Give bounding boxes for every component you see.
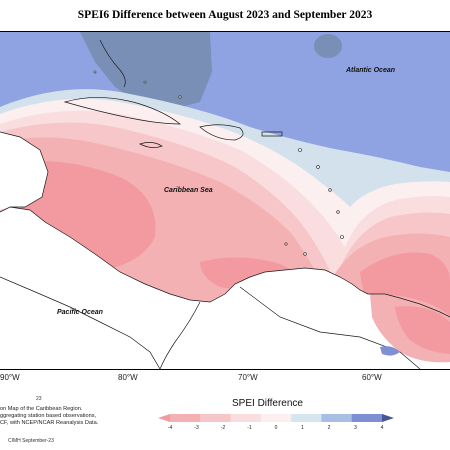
caption-number: 23	[36, 396, 42, 402]
color-bar-tick-label: 4	[380, 425, 384, 431]
coast-central-am-west	[0, 276, 161, 369]
caption-line-2: ggregating station based observations,	[0, 413, 97, 419]
color-bar-tick-label: 3	[354, 425, 357, 431]
color-bar-segment	[291, 414, 322, 422]
atlantic-ocean-label: Atlantic Ocean	[346, 67, 396, 74]
color-bar-segment	[260, 414, 292, 422]
color-bar-extend-high	[382, 414, 394, 422]
color-bar	[158, 414, 394, 422]
dark-blue-zone	[80, 32, 212, 110]
color-bar-labels: -4 -3 -2 -1 0 1 2 3 4	[158, 425, 394, 435]
color-bar-tick-label: -1	[247, 425, 252, 431]
color-bar-tick-label: -2	[220, 425, 226, 431]
blue-coastal-patch	[380, 346, 400, 356]
caption-line-3: CF, with NCEP/NCAR Reanalysis Data.	[0, 420, 99, 426]
land-yucatan	[0, 132, 48, 210]
legend-title: SPEI Difference	[232, 398, 303, 409]
color-bar-extend-low	[158, 414, 170, 422]
color-bar-segment	[321, 414, 353, 422]
color-bar-tick-label: 1	[301, 425, 304, 431]
pacific-ocean-label: Pacific Ocean	[57, 309, 103, 316]
coast-yucatan	[0, 131, 49, 208]
color-bar-segment	[351, 414, 383, 422]
land-tint-east-core	[395, 306, 450, 354]
dark-blue-patch	[314, 34, 342, 58]
color-bar-tick-label: -4	[167, 425, 173, 431]
coast-puerto-rico	[261, 131, 283, 137]
color-bar-segment	[200, 414, 231, 422]
spei-map: Atlantic Ocean Caribbean Sea Pacific Oce…	[0, 31, 450, 370]
caribbean-sea-label: Caribbean Sea	[164, 187, 213, 194]
coast-jamaica	[139, 142, 163, 148]
color-bar-segment	[170, 414, 201, 422]
map-title: SPEI6 Difference between August 2023 and…	[77, 9, 373, 21]
coast-cuba	[63, 97, 181, 125]
lon-tick-70w: 70°W	[238, 373, 258, 382]
coast-venezuela-interior	[239, 286, 421, 369]
lon-tick-90w: 90°W	[0, 373, 20, 382]
color-bar-tick-label: 2	[327, 425, 331, 431]
coast-florida	[99, 39, 126, 88]
footer-credit: CIMH September-23	[8, 438, 54, 444]
coast-colombia	[159, 301, 201, 369]
lon-tick-60w: 60°W	[362, 373, 382, 382]
color-bar-tick-label: -3	[194, 425, 199, 431]
coast-hispaniola	[199, 124, 244, 141]
color-bar-tick-label: 0	[274, 425, 278, 431]
coast-central-america	[0, 206, 450, 318]
color-bar-segment	[230, 414, 262, 422]
caption-line-1: on Map of the Caribbean Region.	[0, 406, 83, 412]
lon-tick-80w: 80°W	[118, 373, 138, 382]
